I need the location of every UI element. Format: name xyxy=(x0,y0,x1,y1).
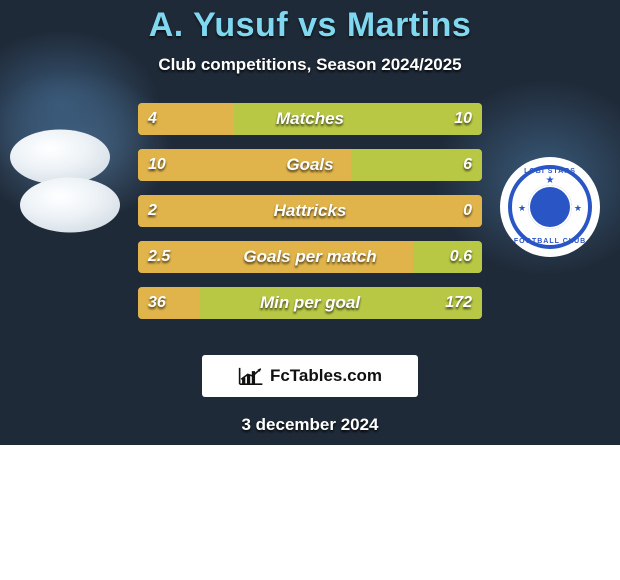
player-left-badge-1 xyxy=(10,130,110,185)
club-crest-icon: LOBI STARS FOOTBALL CLUB ★ ★ xyxy=(508,165,592,249)
star-icon: ★ xyxy=(518,203,526,214)
stat-value-left: 10 xyxy=(138,149,176,181)
player-right-badge: LOBI STARS FOOTBALL CLUB ★ ★ xyxy=(500,157,600,257)
stat-value-right: 0 xyxy=(453,195,482,227)
subtitle: Club competitions, Season 2024/2025 xyxy=(0,55,620,75)
stat-value-left: 4 xyxy=(138,103,167,135)
crest-top-text: LOBI STARS xyxy=(512,168,588,175)
stat-value-left: 36 xyxy=(138,287,176,319)
stat-row: 20Hattricks xyxy=(138,195,482,227)
content: A. Yusuf vs Martins Club competitions, S… xyxy=(0,0,620,435)
stat-value-right: 172 xyxy=(435,287,482,319)
stat-row: 2.50.6Goals per match xyxy=(138,241,482,273)
stat-value-right: 6 xyxy=(453,149,482,181)
player-left-badge-2 xyxy=(20,178,120,233)
stat-value-left: 2.5 xyxy=(138,241,180,273)
star-icon: ★ xyxy=(574,203,582,214)
stat-value-right: 10 xyxy=(444,103,482,135)
stat-row: 36172Min per goal xyxy=(138,287,482,319)
stat-row: 410Matches xyxy=(138,103,482,135)
brand-badge: FcTables.com xyxy=(202,355,418,397)
stat-value-left: 2 xyxy=(138,195,167,227)
comparison-card: A. Yusuf vs Martins Club competitions, S… xyxy=(0,0,620,445)
stat-rows: 410Matches106Goals20Hattricks2.50.6Goals… xyxy=(138,103,482,333)
stats-arena: LOBI STARS FOOTBALL CLUB ★ ★ 410Matches1… xyxy=(0,107,620,347)
page-title: A. Yusuf vs Martins xyxy=(0,6,620,45)
brand-chart-icon xyxy=(238,365,264,387)
date-text: 3 december 2024 xyxy=(0,415,620,435)
stat-fill-left xyxy=(138,195,482,227)
stat-value-right: 0.6 xyxy=(440,241,482,273)
crest-bottom-text: FOOTBALL CLUB xyxy=(512,238,588,245)
stat-row: 106Goals xyxy=(138,149,482,181)
brand-text: FcTables.com xyxy=(270,366,382,386)
